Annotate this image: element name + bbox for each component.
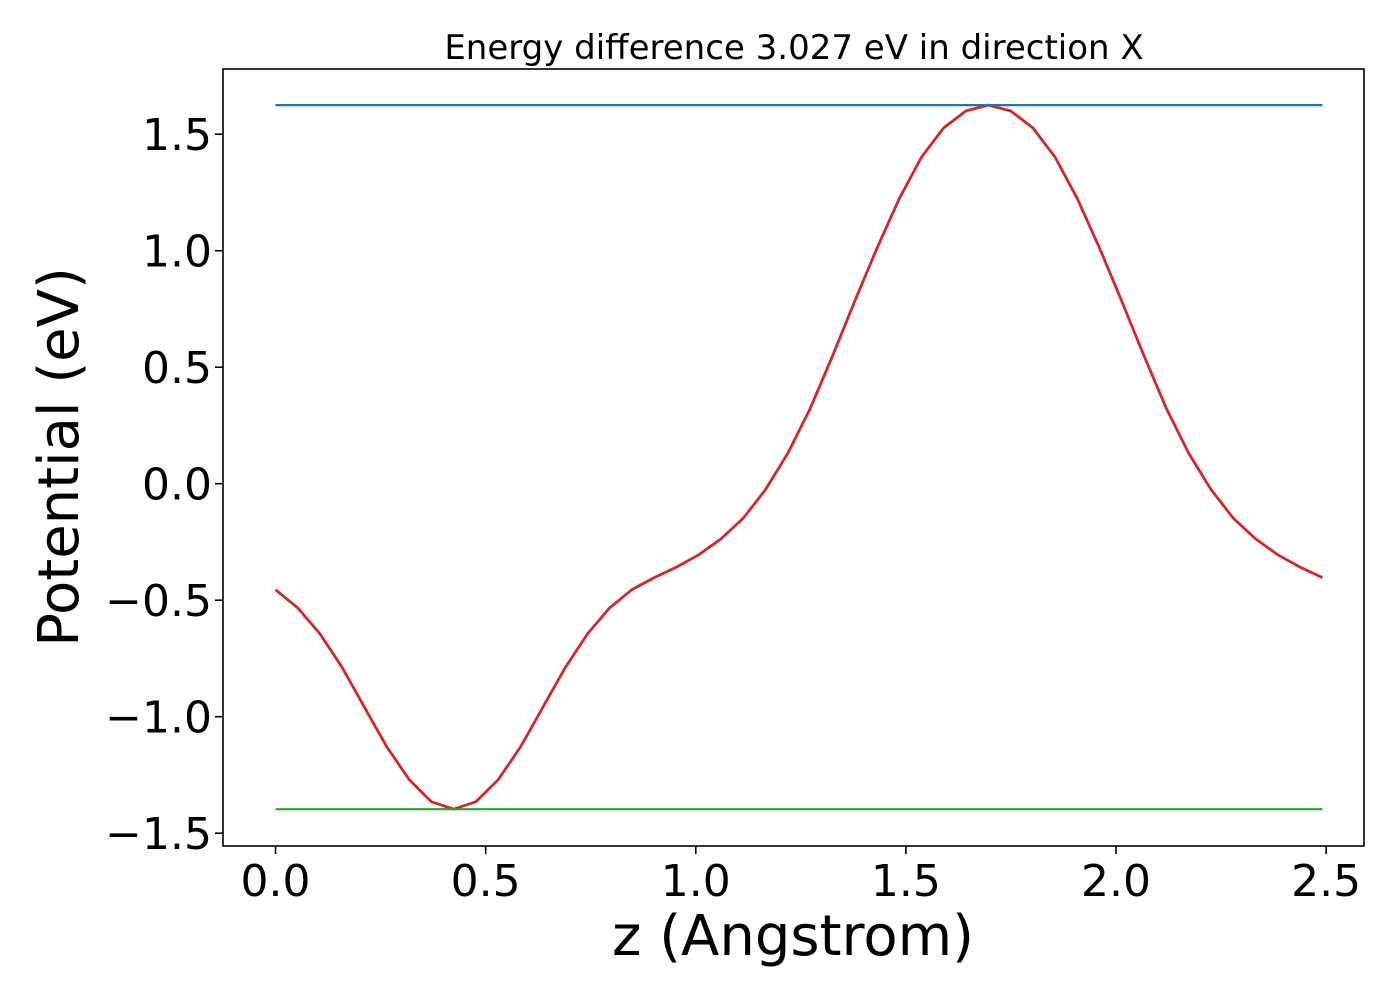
x-axis-label: z (Angstrom) [612, 904, 974, 969]
y-tick-label: −1.0 [105, 693, 212, 744]
potential-line [274, 103, 1323, 811]
y-tick-label: 1.5 [142, 110, 212, 161]
y-tick-label: −0.5 [105, 576, 212, 627]
y-axis: 1.5 1.0 0.5 0.0 −0.5 −1.0 −1.5 [105, 110, 223, 860]
y-tick-label: −1.5 [105, 809, 212, 860]
series-layer [274, 103, 1323, 811]
x-tick-label: 2.5 [1291, 856, 1361, 907]
y-tick-label: 0.5 [142, 343, 212, 394]
chart-title: Energy difference 3.027 eV in direction … [444, 28, 1143, 68]
x-axis: 0.0 0.5 1.0 1.5 2.0 2.5 [241, 846, 1361, 907]
y-tick-label: 1.0 [142, 227, 212, 278]
x-tick-label: 1.0 [661, 856, 731, 907]
x-tick-label: 2.0 [1081, 856, 1151, 907]
y-tick-label: 0.0 [142, 460, 212, 511]
x-tick-label: 0.5 [451, 856, 521, 907]
plot-frame [222, 68, 1365, 847]
x-tick-label: 0.0 [241, 856, 311, 907]
y-axis-label: Potential (eV) [27, 267, 92, 647]
x-tick-label: 1.5 [871, 856, 941, 907]
